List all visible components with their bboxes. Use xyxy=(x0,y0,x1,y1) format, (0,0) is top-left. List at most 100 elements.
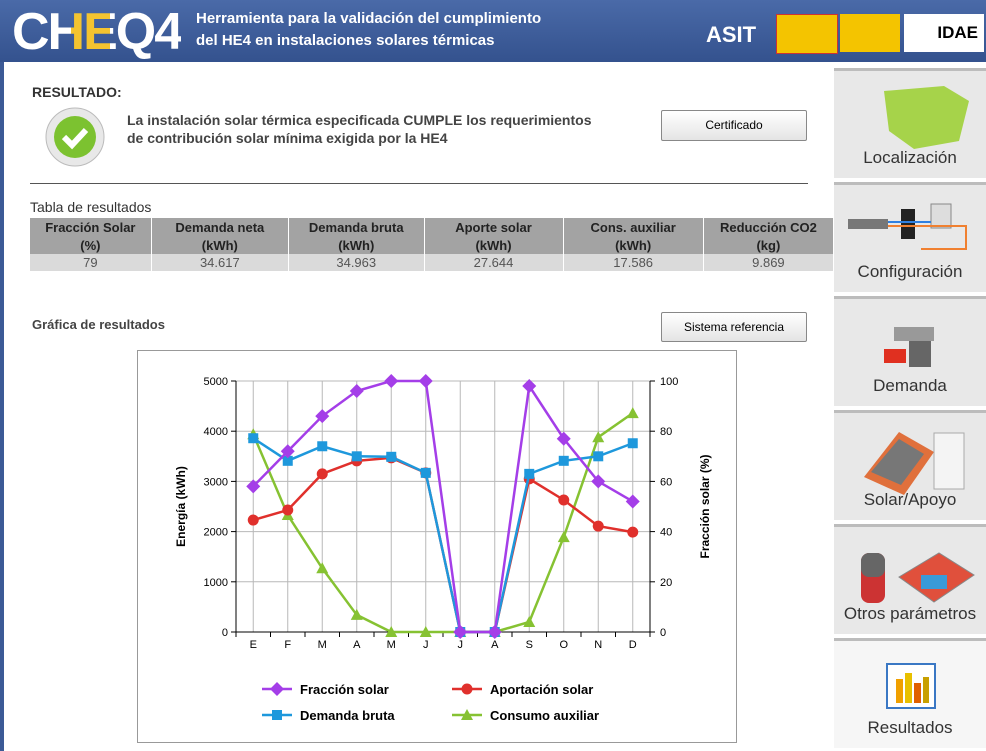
data-point xyxy=(559,456,569,466)
legend-label: Fracción solar xyxy=(300,682,389,697)
y-tick-label: 4000 xyxy=(204,426,228,438)
partner-logo: ASIT xyxy=(706,22,756,48)
y2-tick-label: 20 xyxy=(660,577,672,589)
table-cell: Aporte solar xyxy=(424,218,563,236)
table-cell: 9.869 xyxy=(703,254,833,271)
table-cell: Demanda bruta xyxy=(288,218,424,236)
legend-marker xyxy=(272,710,282,720)
table-cell: (kWh) xyxy=(151,236,288,254)
gov-logo xyxy=(840,14,900,52)
header: CHEQ4 Herramienta para la validación del… xyxy=(0,0,986,62)
legend-label: Demanda bruta xyxy=(300,708,395,723)
x-tick-label: D xyxy=(629,639,637,651)
y-tick-label: 5000 xyxy=(204,376,228,388)
data-point xyxy=(248,515,259,526)
nav-button[interactable]: Resultados xyxy=(834,638,986,748)
legend-label: Aportación solar xyxy=(490,682,593,697)
chart: 0 1000 2000 3000 4000 5000 0 20 40 60 80 100 E F M A M J J… xyxy=(137,350,737,743)
x-tick-label: N xyxy=(594,639,602,651)
x-tick-label: M xyxy=(318,639,327,651)
nav-button[interactable]: Localización xyxy=(834,68,986,178)
y-axis-label: Energía (kWh) xyxy=(174,466,188,547)
nav-label: Otros parámetros xyxy=(834,604,986,624)
nav-button[interactable]: Solar/Apoyo xyxy=(834,410,986,520)
y2-tick-label: 60 xyxy=(660,476,672,488)
nav-label: Configuración xyxy=(834,262,986,282)
results-icon xyxy=(886,663,936,709)
nav-button[interactable]: Otros parámetros xyxy=(834,524,986,634)
reference-button[interactable]: Sistema referencia xyxy=(661,312,807,342)
check-icon xyxy=(44,106,106,168)
certificate-button[interactable]: Certificado xyxy=(661,110,807,141)
data-point xyxy=(593,451,603,461)
table-cell: 79 xyxy=(30,254,151,271)
table-cell: 17.586 xyxy=(563,254,703,271)
table-cell: Demanda neta xyxy=(151,218,288,236)
logo: CHEQ4 xyxy=(12,2,181,62)
x-tick-label: J xyxy=(458,639,464,651)
x-tick-label: M xyxy=(387,639,396,651)
data-point xyxy=(248,433,258,443)
data-point xyxy=(386,452,396,462)
nav-label: Demanda xyxy=(834,376,986,396)
header-title: Herramienta para la validación del cumpl… xyxy=(196,10,541,27)
table-cell: 27.644 xyxy=(424,254,563,271)
table-cell: 34.963 xyxy=(288,254,424,271)
data-point xyxy=(593,521,604,532)
table-row: 7934.61734.96327.64417.5869.869 xyxy=(30,254,833,271)
table-title: Tabla de resultados xyxy=(30,199,151,215)
data-point xyxy=(558,494,569,505)
y-tick-label: 3000 xyxy=(204,476,228,488)
table-cell: (%) xyxy=(30,236,151,254)
app: CHEQ4 Herramienta para la validación del… xyxy=(0,0,986,751)
table-row: (%)(kWh)(kWh)(kWh)(kWh)(kg) xyxy=(30,236,833,254)
table-cell: (kWh) xyxy=(424,236,563,254)
table-cell: Reducción CO2 xyxy=(703,218,833,236)
data-point xyxy=(627,527,638,538)
y2-tick-label: 40 xyxy=(660,527,672,539)
x-tick-label: A xyxy=(353,639,361,651)
y2-tick-label: 100 xyxy=(660,376,678,388)
nav-button[interactable]: Configuración xyxy=(834,182,986,292)
x-tick-label: E xyxy=(250,639,257,651)
config-icon xyxy=(846,199,976,259)
divider xyxy=(30,183,808,184)
x-tick-label: F xyxy=(284,639,291,651)
table-cell: (kWh) xyxy=(288,236,424,254)
nav-label: Resultados xyxy=(834,718,986,738)
result-message: de contribución solar mínima exigida por… xyxy=(127,130,448,146)
y-tick-label: 1000 xyxy=(204,577,228,589)
data-point xyxy=(421,468,431,478)
x-tick-label: S xyxy=(526,639,533,651)
data-point xyxy=(628,438,638,448)
y-tick-label: 2000 xyxy=(204,527,228,539)
data-point xyxy=(524,469,534,479)
table-cell: 34.617 xyxy=(151,254,288,271)
data-point xyxy=(317,441,327,451)
tap-icon xyxy=(884,319,944,369)
table-cell: (kWh) xyxy=(563,236,703,254)
data-point xyxy=(352,451,362,461)
legend-marker xyxy=(462,684,473,695)
header-title: del HE4 en instalaciones solares térmica… xyxy=(196,32,494,49)
y-tick-label: 0 xyxy=(222,627,228,639)
nav-label: Localización xyxy=(834,148,986,168)
partner-logo: IDAE xyxy=(904,14,984,52)
nav-button[interactable]: Demanda xyxy=(834,296,986,406)
result-heading: RESULTADO: xyxy=(32,84,122,100)
table-cell: Fracción Solar xyxy=(30,218,151,236)
y2-tick-label: 0 xyxy=(660,627,666,639)
x-tick-label: A xyxy=(491,639,499,651)
chart-title: Gráfica de resultados xyxy=(32,317,165,332)
x-tick-label: J xyxy=(423,639,429,651)
table-cell: Cons. auxiliar xyxy=(563,218,703,236)
result-message: La instalación solar térmica especificad… xyxy=(127,112,592,128)
map-icon xyxy=(874,81,974,151)
y2-axis-label: Fracción solar (%) xyxy=(698,454,712,558)
data-point xyxy=(317,468,328,479)
tank-icon xyxy=(859,547,979,607)
x-tick-label: O xyxy=(559,639,568,651)
y2-tick-label: 80 xyxy=(660,426,672,438)
chart-frame xyxy=(138,351,737,743)
